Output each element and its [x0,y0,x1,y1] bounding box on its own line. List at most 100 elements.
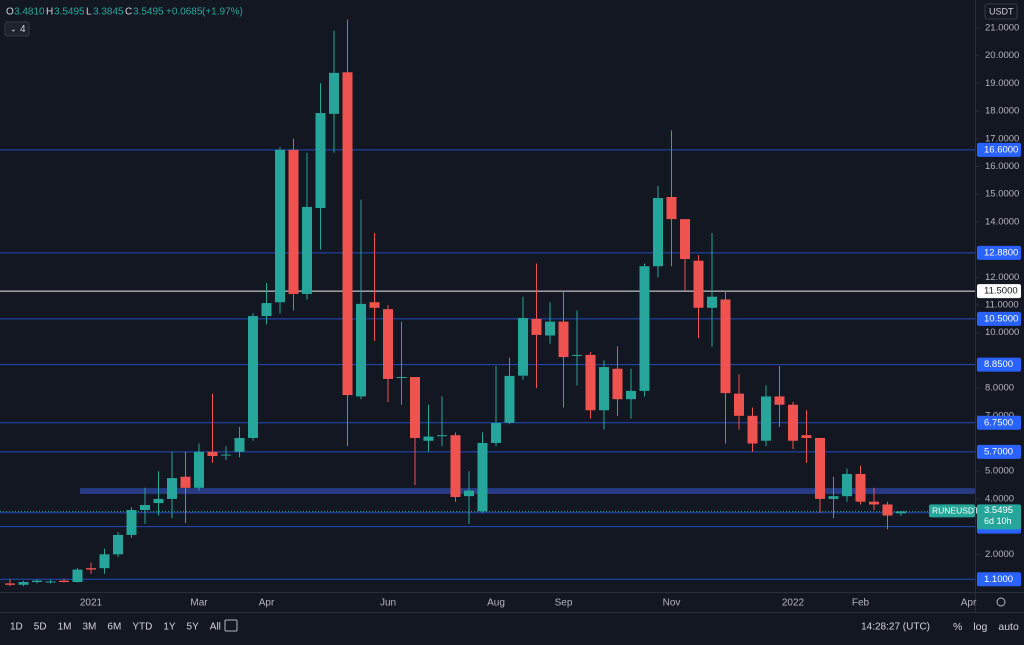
candle-body [126,510,137,535]
timeframe-button[interactable]: 5D [34,622,47,633]
y-tick-label: 14.0000 [985,216,1019,227]
candle-body [720,299,731,394]
legend-label: O [6,7,14,18]
candle-body [369,302,380,308]
settings-icon[interactable] [996,597,1006,607]
timeframe-button[interactable]: YTD [132,622,152,633]
legend-value: 3.5495 [133,7,164,18]
candle-body [518,318,528,376]
candle-body [788,404,798,441]
level-label-box [977,284,1021,299]
candle-body [680,219,690,260]
x-tick-label: Apr [961,598,977,609]
y-tick-label: 21.0000 [985,22,1019,33]
level-label-box [977,415,1021,430]
candle-body [329,72,339,114]
candle-body [464,490,474,497]
legend-label: L [86,7,92,18]
candle-body [815,437,825,499]
level-label: 8.8500 [984,359,1013,370]
x-tick-label: Feb [852,598,870,609]
candle-body [113,534,123,555]
candle-body [140,505,150,511]
legend-value: 3.3845 [93,7,124,18]
candle-body [167,478,177,499]
y-tick-label: 2.0000 [985,549,1014,560]
y-tick-label: 12.0000 [985,272,1019,283]
timeframe-button[interactable]: All [210,622,221,633]
symbol-label: RUNEUSDT [932,506,979,516]
candle-body [410,377,420,438]
candle-body [86,568,96,570]
y-tick-label: 18.0000 [985,106,1019,117]
level-label-box [977,142,1021,157]
timeframe-button[interactable]: 6M [107,622,121,633]
candle-body [302,206,312,294]
currency-button[interactable] [984,3,1018,20]
legend-label: C [125,7,132,18]
candle-body [599,367,609,411]
candle-body [572,354,582,356]
x-tick-label: Sep [555,598,573,609]
timeframe-button[interactable]: 3M [83,622,97,633]
candle-body [477,442,488,512]
option-button[interactable]: log [973,621,987,633]
candle-body [72,569,83,583]
last-price-label: 3.5495 [984,505,1013,516]
candle-body [707,296,717,308]
candle-body [32,580,42,583]
timeframe-button[interactable]: 1D [10,622,23,633]
candle-body [774,396,785,405]
candle-body [491,423,501,443]
option-button[interactable]: % [953,621,962,633]
candle-body [383,309,393,379]
candle-body [612,368,623,400]
candle-body [558,321,569,358]
legend-value: 3.5495 [54,7,85,18]
candle-body [801,435,812,438]
symbol-box [929,504,975,518]
candle-body [18,582,29,585]
candle-body [585,354,596,411]
date-range-icon[interactable] [224,619,238,632]
candle-body [437,435,447,437]
option-button[interactable]: auto [998,621,1019,633]
candle-body [828,496,839,499]
level-label-box [977,245,1021,260]
timeframe-button[interactable]: 1Y [163,622,176,633]
level-label: 11.5000 [984,286,1018,297]
currency: USDT [989,6,1014,16]
candle-body [59,580,69,583]
timeframe-button[interactable]: 5Y [187,622,200,633]
candle-body [288,149,299,294]
level-label: 1.1000 [984,574,1013,585]
indicator-count: 4 [20,24,26,35]
candle-body [356,303,366,397]
countdown-label: 6d 10h [984,516,1012,526]
x-tick-label: 2022 [782,598,805,609]
x-tick-label: Aug [487,598,505,609]
candle-body [869,501,879,505]
candle-body [450,435,461,497]
x-tick-label: 2021 [80,598,103,609]
timeframe-button[interactable]: 1M [58,622,72,633]
candle-body [504,375,515,423]
candle-body [545,321,555,336]
indicator-toggle[interactable] [4,21,30,37]
y-tick-label: 5.0000 [985,466,1014,477]
level-label-box [977,311,1021,326]
y-tick-label: 16.0000 [985,161,1019,172]
candle-body [693,260,704,308]
candle-body [761,396,771,441]
candle-body [234,437,245,452]
candle-body [153,498,164,504]
x-tick-label: Mar [190,598,208,609]
candle-body [653,198,663,267]
candle-body [666,196,677,220]
candle-body [855,473,866,502]
candle-body [896,511,906,514]
candle-body [207,451,218,456]
candle-body [747,415,758,444]
